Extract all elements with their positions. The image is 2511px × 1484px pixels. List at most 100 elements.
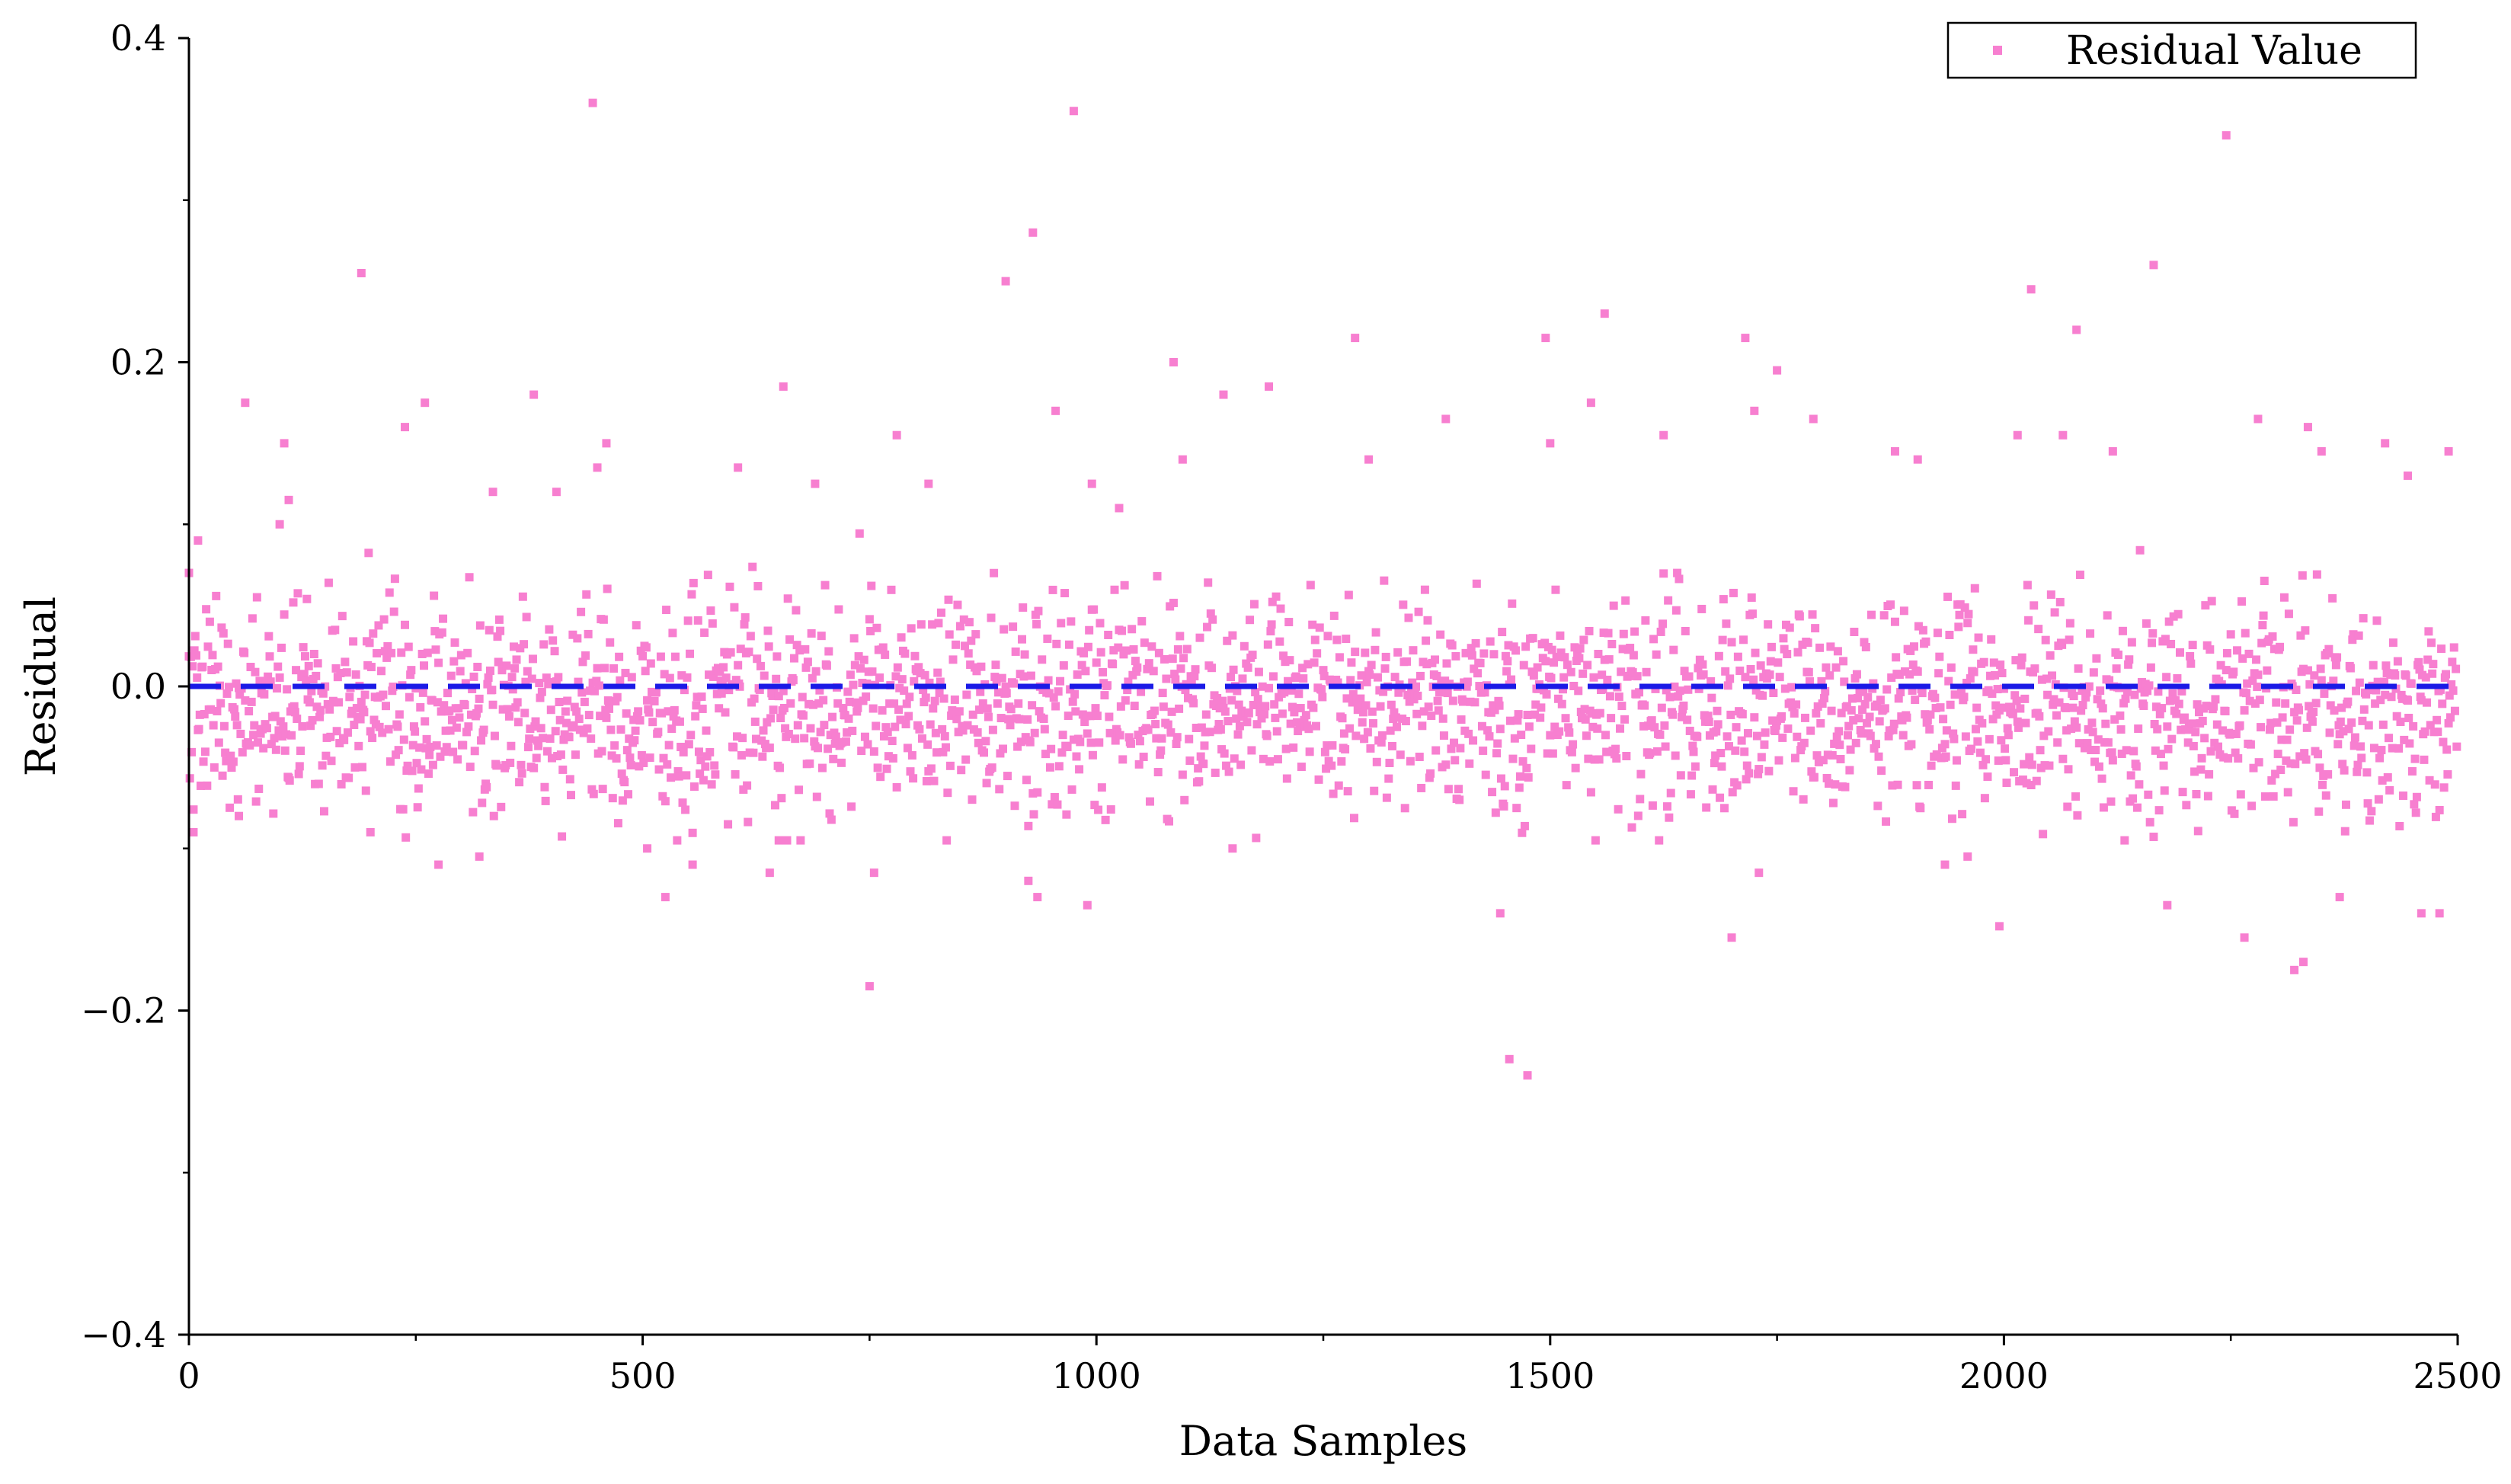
data-point <box>1134 731 1143 740</box>
data-point <box>1993 685 2002 694</box>
data-point <box>717 689 726 698</box>
data-point <box>657 708 667 718</box>
data-point <box>2290 708 2299 717</box>
data-point <box>699 776 708 785</box>
data-point <box>2358 716 2367 725</box>
data-point <box>2303 423 2312 432</box>
data-point <box>1586 398 1595 408</box>
data-point <box>1870 744 1879 753</box>
data-point <box>1357 671 1366 680</box>
data-point <box>630 736 639 745</box>
data-point <box>1946 663 1956 672</box>
data-point <box>721 708 730 717</box>
data-point <box>1020 650 1029 659</box>
data-point <box>2216 660 2225 670</box>
data-point <box>1415 753 1424 762</box>
data-point <box>1552 652 1561 661</box>
data-point <box>1341 745 1350 754</box>
data-point <box>1944 676 1953 686</box>
data-point <box>2235 721 2244 730</box>
data-point <box>1101 815 1110 824</box>
data-point <box>2333 653 2342 662</box>
data-point <box>811 479 820 488</box>
data-point <box>1178 455 1187 464</box>
data-point <box>930 696 939 705</box>
x-tick-label: 2000 <box>1959 1355 2049 1396</box>
data-point <box>1987 635 1996 644</box>
data-point <box>1518 828 1527 837</box>
data-point <box>299 643 308 652</box>
data-point <box>845 697 854 706</box>
data-point <box>610 741 619 750</box>
data-point <box>1720 804 1729 813</box>
data-point <box>1495 909 1505 918</box>
data-point <box>543 747 552 756</box>
data-point <box>478 798 487 808</box>
data-point <box>2103 611 2112 620</box>
data-point <box>395 710 404 719</box>
data-point <box>622 709 631 718</box>
data-point <box>274 726 283 735</box>
data-point <box>392 750 401 760</box>
data-point <box>2311 699 2321 708</box>
data-point <box>2002 778 2011 787</box>
data-point <box>788 676 798 685</box>
data-point <box>981 737 990 746</box>
data-point <box>1011 647 1020 656</box>
data-point <box>737 750 746 760</box>
data-point <box>663 760 672 769</box>
data-point <box>1627 823 1636 832</box>
data-point <box>1918 689 1927 698</box>
data-point <box>2125 655 2134 664</box>
data-point <box>1767 642 1776 651</box>
data-point <box>1708 785 1717 794</box>
data-point <box>2387 692 2396 702</box>
data-point <box>550 647 559 656</box>
data-point <box>853 703 862 712</box>
data-point <box>299 670 309 679</box>
data-point <box>1362 677 1371 686</box>
data-point <box>1118 626 1127 635</box>
data-point <box>753 581 763 590</box>
data-point <box>1281 744 1291 753</box>
data-point <box>368 734 377 743</box>
data-point <box>1504 641 1513 650</box>
data-point <box>2273 750 2282 759</box>
data-point <box>1310 635 1319 644</box>
data-point <box>1149 667 1158 676</box>
data-point <box>551 727 560 736</box>
data-point <box>2154 806 2164 815</box>
data-point <box>715 704 724 713</box>
data-point <box>1717 762 1726 771</box>
data-point <box>214 738 223 747</box>
data-point <box>1392 722 1401 731</box>
legend: Residual Value <box>1946 21 2417 79</box>
data-point <box>273 662 283 671</box>
data-point <box>2211 695 2220 704</box>
data-point <box>2068 703 2078 712</box>
data-point <box>1793 732 1802 741</box>
data-point <box>929 776 939 785</box>
data-point <box>1447 641 1457 650</box>
data-point <box>687 590 696 599</box>
data-point <box>2231 748 2240 757</box>
data-point <box>2139 701 2148 710</box>
data-point <box>1918 625 1927 635</box>
data-point <box>775 763 784 772</box>
data-point <box>2198 716 2207 725</box>
data-point <box>2058 754 2068 763</box>
data-point <box>1694 664 1703 673</box>
data-point <box>257 724 267 734</box>
data-point <box>1585 626 1594 635</box>
data-point <box>2189 741 2198 750</box>
data-point <box>289 702 299 711</box>
data-point <box>208 651 217 660</box>
data-point <box>2135 780 2144 789</box>
data-point <box>621 668 630 677</box>
data-point <box>2289 817 2298 827</box>
data-point <box>1969 667 1978 676</box>
data-point <box>1898 715 1907 724</box>
data-point <box>1649 635 1659 644</box>
data-point <box>213 662 222 671</box>
data-point <box>1334 781 1343 790</box>
